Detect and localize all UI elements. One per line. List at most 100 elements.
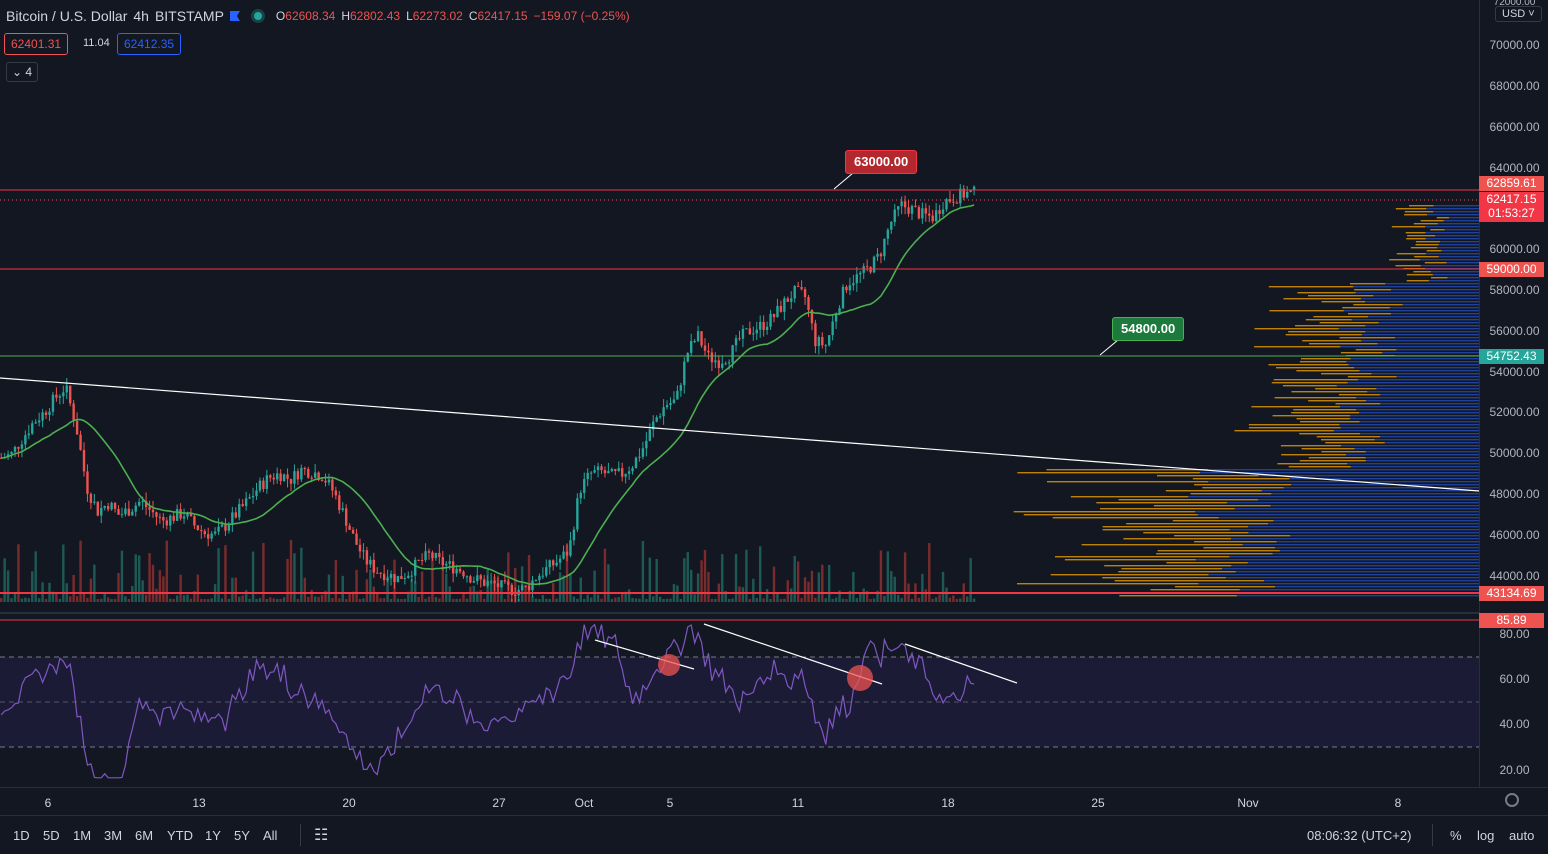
candle-body	[44, 412, 48, 415]
volume-bar	[424, 598, 427, 602]
range-ytd-button[interactable]: YTD	[167, 828, 193, 843]
range-all-button[interactable]: All	[263, 828, 278, 843]
auto-scale-toggle[interactable]: auto	[1509, 828, 1535, 843]
range-1m-button[interactable]: 1M	[73, 828, 92, 843]
candle-body	[144, 501, 148, 508]
candle-body	[489, 580, 493, 582]
volume-profile-bar	[1271, 382, 1348, 384]
time-label: Nov	[1237, 796, 1259, 810]
candle-body	[831, 321, 834, 336]
candle-body	[572, 529, 576, 541]
volume-bar	[141, 580, 144, 602]
range-6m-button[interactable]: 6M	[135, 828, 154, 843]
volume-bar	[158, 570, 162, 602]
range-3m-button[interactable]: 3M	[104, 828, 123, 843]
clock-time[interactable]: 08:06:32 (UTC+2)	[1307, 828, 1412, 843]
percent-scale-toggle[interactable]: %	[1450, 828, 1462, 843]
candle-body	[100, 507, 103, 516]
candle-body	[617, 468, 620, 471]
price-tag-59000[interactable]: 59000.00	[1479, 262, 1544, 277]
price-chart-canvas[interactable]	[0, 0, 1479, 787]
volume-bar	[503, 598, 507, 602]
volume-bar	[966, 596, 969, 602]
candle-body	[790, 298, 793, 302]
volume-bar	[600, 598, 603, 602]
volume-profile-bar	[1377, 343, 1479, 345]
candle-body	[134, 505, 137, 512]
candle-body	[710, 352, 714, 363]
time-label: 8	[1394, 796, 1402, 810]
volume-bar	[96, 598, 99, 602]
volume-profile-bar	[1353, 286, 1479, 288]
callout-resistance[interactable]: 63000.00	[845, 150, 918, 174]
log-scale-toggle[interactable]: log	[1477, 828, 1495, 843]
volume-profile-bar	[1275, 547, 1479, 549]
volume-bar	[17, 544, 20, 602]
candle-body	[545, 567, 548, 576]
volume-profile-bar	[1425, 232, 1479, 234]
indicators-toggle[interactable]: ⌄ 4	[6, 62, 39, 82]
volume-bar	[341, 575, 344, 602]
volume-profile-bar	[1340, 352, 1383, 354]
rsi-tag[interactable]: 85.89	[1479, 613, 1544, 628]
volume-bar	[431, 551, 434, 602]
price-label: 50000.00	[1489, 446, 1540, 460]
candle-body	[924, 208, 927, 214]
volume-bar	[765, 589, 769, 602]
volume-profile-bar	[1365, 451, 1479, 453]
flag-icon[interactable]	[229, 11, 240, 21]
volume-bar	[62, 544, 65, 602]
candle-body	[541, 575, 545, 577]
candle-body	[148, 507, 151, 510]
candle-body	[103, 506, 106, 508]
volume-bar	[193, 591, 196, 602]
candle-body	[690, 341, 693, 353]
spread-value: 11.04	[83, 37, 110, 49]
last-price-tag[interactable]: 62417.15 01:53:27	[1479, 192, 1544, 222]
candle-body	[445, 563, 448, 566]
price-tag-upper[interactable]: 62859.61	[1479, 176, 1544, 191]
volume-profile-bar	[1407, 235, 1436, 237]
candle-body	[897, 206, 900, 210]
callout-support[interactable]: 54800.00	[1112, 317, 1185, 341]
currency-selector[interactable]: USD ˅	[1495, 6, 1542, 22]
volume-bar	[234, 577, 237, 602]
volume-profile-bar	[1195, 559, 1479, 561]
candle-body	[351, 529, 355, 534]
price-tag-lower[interactable]: 43134.69	[1479, 586, 1544, 601]
range-1y-button[interactable]: 1Y	[205, 828, 221, 843]
volume-bar	[31, 571, 34, 602]
volume-profile-bar	[1235, 571, 1479, 573]
volume-profile-bar	[1299, 433, 1361, 435]
price-scale[interactable]: 72000.00 70000.00 68000.00 66000.00 6400…	[1479, 0, 1548, 787]
volume-bar	[369, 569, 372, 602]
time-scale[interactable]: 6 13 20 27 Oct 5 11 18 25 Nov 8	[0, 787, 1548, 816]
candle-body	[458, 568, 462, 572]
symbol-name[interactable]: Bitcoin / U.S. Dollar	[6, 8, 128, 24]
symbol-interval[interactable]: 4h	[133, 8, 149, 24]
rsi-trendline-3[interactable]	[904, 643, 1018, 684]
volume-profile-bar	[1297, 292, 1356, 294]
settings-gear-icon[interactable]	[1505, 793, 1519, 807]
volume-bar	[186, 594, 189, 602]
pane-separator[interactable]	[0, 612, 1479, 614]
range-1d-button[interactable]: 1D	[13, 828, 30, 843]
goto-date-icon[interactable]: ☷	[314, 827, 329, 844]
buy-price-button[interactable]: 62412.35	[117, 33, 182, 55]
descending-trendline[interactable]	[0, 377, 1479, 492]
volume-profile-bar	[1339, 337, 1395, 339]
volume-profile-bar	[1197, 514, 1479, 516]
candle-body	[372, 559, 375, 573]
price-tag-support[interactable]: 54752.43	[1479, 349, 1544, 364]
sell-price-button[interactable]: 62401.31	[4, 33, 69, 55]
volume-bar	[562, 575, 565, 602]
candle-body	[348, 525, 351, 530]
range-5y-button[interactable]: 5Y	[234, 828, 250, 843]
volume-profile-bar	[1121, 568, 1222, 570]
volume-bar	[786, 580, 789, 602]
volume-profile-bar	[1425, 253, 1479, 255]
volume-bar	[565, 544, 569, 602]
range-5d-button[interactable]: 5D	[43, 828, 60, 843]
volume-bar	[593, 570, 596, 602]
volume-profile-bar	[1395, 208, 1427, 210]
